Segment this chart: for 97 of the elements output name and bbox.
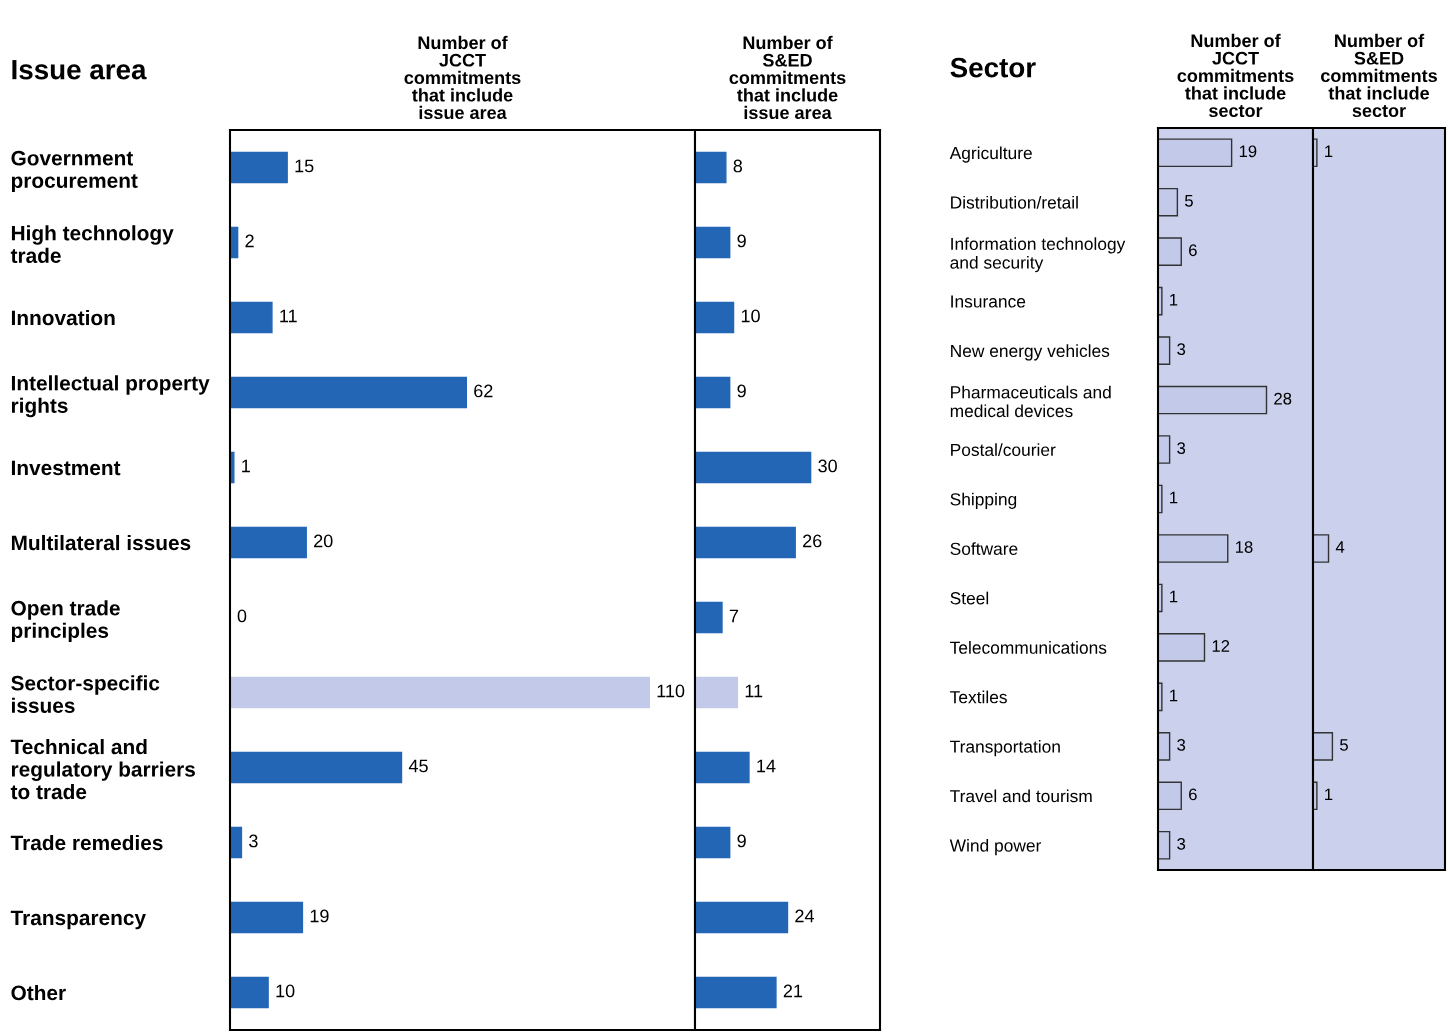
data-label: 45 <box>408 759 428 773</box>
bar <box>230 376 468 409</box>
data-label: 26 <box>803 534 822 548</box>
data-label: 3 <box>1177 837 1186 850</box>
bar <box>230 826 243 859</box>
data-label: 1 <box>1170 590 1178 603</box>
bar <box>695 676 739 709</box>
y-tick-label: Telecommunications <box>950 641 1107 654</box>
y-tick-label: Open trade principles <box>11 600 120 643</box>
bar <box>230 151 288 184</box>
bar <box>230 751 403 784</box>
data-label: 8 <box>733 159 743 173</box>
y-tick-label: Travel and tourism <box>950 789 1092 803</box>
x-axis-title: Number of JCCT commitments that include sector <box>1177 33 1294 118</box>
y-tick-label: Postal/courier <box>951 443 1056 456</box>
bar <box>230 301 273 334</box>
y-tick-label: Pharmaceuticals and medical devices <box>950 385 1111 418</box>
y-tick-label: Investment <box>11 460 121 476</box>
data-label: 11 <box>745 684 763 698</box>
y-tick-label: Sector-specific issues <box>11 675 160 713</box>
data-label: 10 <box>741 309 760 323</box>
bar <box>695 151 727 184</box>
data-label: 28 <box>1274 392 1292 405</box>
data-label: 19 <box>310 909 329 923</box>
y-tick-label: Insurance <box>951 295 1026 308</box>
data-label: 62 <box>474 384 493 398</box>
data-label: 7 <box>729 609 739 623</box>
data-label: 5 <box>1340 739 1348 751</box>
data-label: 30 <box>818 459 837 473</box>
y-tick-label: Multilateral issues <box>11 534 191 551</box>
data-label: 21 <box>783 984 803 998</box>
bar <box>695 751 750 784</box>
y-axis-title: Sector <box>950 57 1036 78</box>
data-label: 19 <box>1239 145 1257 158</box>
y-tick-label: Other <box>11 984 66 1001</box>
y-tick-label: High technology trade <box>10 225 174 264</box>
y-tick-label: Steel <box>950 591 989 605</box>
y-tick-label: Information technology and security <box>950 237 1126 273</box>
data-label: 6 <box>1189 244 1197 257</box>
data-label: 3 <box>1177 442 1186 455</box>
data-label: 18 <box>1235 541 1253 553</box>
y-tick-label: Software <box>950 542 1018 555</box>
y-tick-label: Technical and regulatory barriers to trade <box>10 738 195 800</box>
data-label: 20 <box>314 534 333 548</box>
y-tick-label: Agriculture <box>949 146 1032 163</box>
y-tick-label: Distribution/retail <box>951 195 1078 209</box>
data-label: 1 <box>242 459 250 473</box>
y-tick-label: Shipping <box>950 492 1017 509</box>
data-label: 4 <box>1335 541 1345 553</box>
data-label: 2 <box>245 234 254 248</box>
bar <box>695 826 731 859</box>
bar <box>695 376 731 409</box>
data-label: 3 <box>249 834 258 848</box>
data-label: 5 <box>1184 195 1193 207</box>
data-label: 10 <box>276 984 295 998</box>
bar <box>695 226 731 259</box>
x-axis-title: Number of JCCT commitments that include issue area <box>404 35 521 120</box>
data-label: 3 <box>1177 343 1186 356</box>
data-label: 9 <box>737 384 746 398</box>
y-axis-title: Issue area <box>12 60 147 80</box>
x-axis-title: Number of S&ED commitments that include sector <box>1321 33 1437 118</box>
y-tick-label: Innovation <box>11 309 115 326</box>
bar <box>695 301 735 334</box>
data-label: 24 <box>795 909 814 923</box>
x-axis-title: Number of S&ED commitments that include issue area <box>729 35 846 120</box>
y-tick-label: Trade remedies <box>10 834 163 851</box>
data-label: 3 <box>1177 739 1186 751</box>
y-tick-label: Wind power <box>949 838 1042 856</box>
y-tick-label: Textiles <box>950 690 1007 704</box>
bar <box>695 526 796 559</box>
y-tick-label: Government procurement <box>11 150 138 193</box>
bar <box>695 451 812 484</box>
data-label: 11 <box>280 309 297 323</box>
bar <box>230 976 269 1009</box>
data-label: 12 <box>1212 640 1230 652</box>
data-label: 1 <box>1325 145 1333 158</box>
y-tick-label: Transportation <box>950 740 1060 757</box>
y-tick-label: Intellectual property rights <box>11 375 210 418</box>
data-label: 9 <box>737 834 746 848</box>
data-label: 0 <box>237 609 247 623</box>
bar <box>230 526 307 559</box>
data-label: 1 <box>1170 491 1178 504</box>
bar <box>695 976 777 1009</box>
data-label: 15 <box>295 159 314 173</box>
data-label: 9 <box>737 234 746 248</box>
data-label: 1 <box>1170 689 1178 702</box>
y-tick-label: New energy vehicles <box>951 344 1110 361</box>
data-label: 1 <box>1325 788 1333 801</box>
data-label: 14 <box>757 759 776 773</box>
data-label: 110 <box>657 684 685 698</box>
bar <box>695 901 789 934</box>
data-label: 6 <box>1189 788 1197 801</box>
bar <box>695 601 723 634</box>
y-tick-label: Transparency <box>10 910 146 930</box>
data-label: 1 <box>1170 293 1178 306</box>
bar <box>230 676 650 709</box>
bar <box>230 901 304 934</box>
